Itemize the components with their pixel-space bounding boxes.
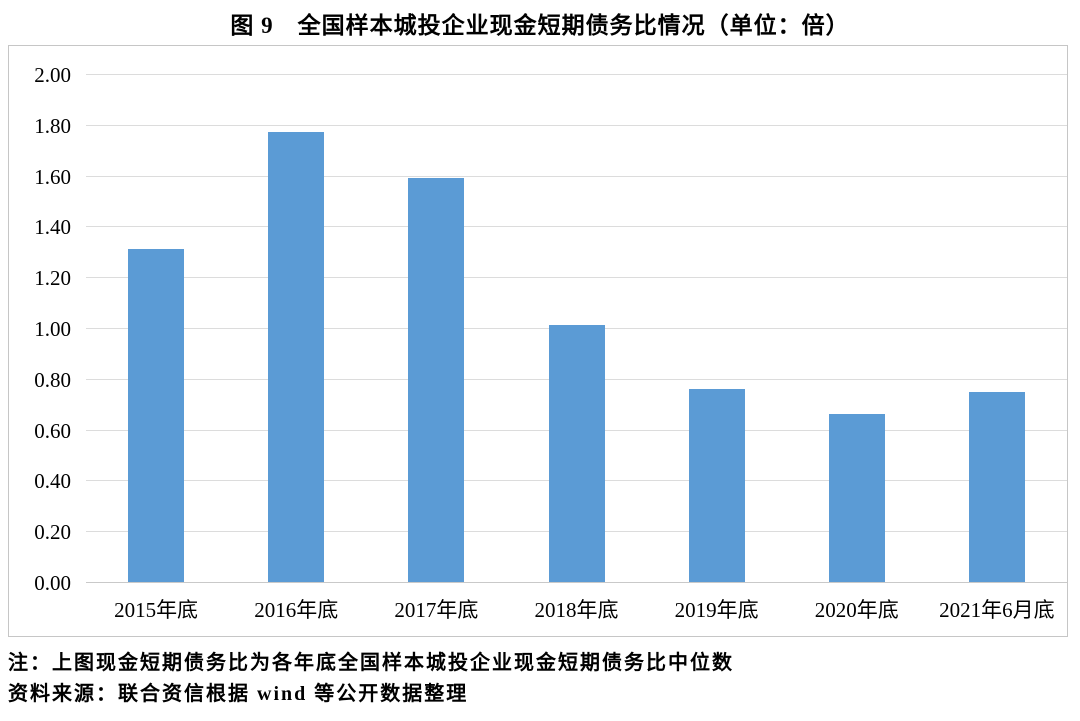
y-tick-label: 1.00 xyxy=(34,317,71,341)
note-text: 注：上图现金短期债务比为各年底全国样本城投企业现金短期债务比中位数 xyxy=(8,652,734,674)
y-tick-label: 0.60 xyxy=(34,418,71,443)
x-tick-label: 2016年底 xyxy=(254,598,339,622)
x-tick-label: 2021年6月底 xyxy=(939,598,1055,622)
x-tick-label: 2015年底 xyxy=(114,598,199,622)
y-tick-label: 0.80 xyxy=(34,367,71,392)
gridline xyxy=(86,175,1067,177)
x-tick-label: 2018年底 xyxy=(534,598,619,622)
y-tick-label: 1.80 xyxy=(34,113,71,138)
gridline xyxy=(86,124,1067,126)
bar xyxy=(408,178,465,582)
y-tick-label: 0.20 xyxy=(34,520,71,545)
y-tick-label: 1.40 xyxy=(34,215,71,240)
y-tick-label: 1.60 xyxy=(34,164,71,189)
y-tick-label: 2.00 xyxy=(34,63,71,87)
bar xyxy=(688,388,745,582)
chart-title: 图 9 全国样本城投企业现金短期债务比情况（单位：倍） xyxy=(230,13,850,38)
chart-frame: 0.00 0.20 0.40 0.60 0.80 1.00 1.20 1.40 1.60 1.80… xyxy=(8,45,1068,637)
plot-area xyxy=(86,74,1067,583)
gridline xyxy=(86,226,1067,228)
bar xyxy=(548,325,605,582)
y-tick-label: 0.00 xyxy=(34,571,71,595)
source-text: 资料来源：联合资信根据 wind 等公开数据整理 xyxy=(8,683,469,705)
y-tick-label: 1.20 xyxy=(34,266,71,291)
bar xyxy=(968,391,1025,582)
bar xyxy=(128,249,185,582)
bar xyxy=(268,132,325,582)
x-tick-label: 2019年底 xyxy=(674,598,759,622)
chart-notes: 注：上图现金短期债务比为各年底全国样本城投企业现金短期债务比中位数 资料来源：联… xyxy=(8,648,734,710)
gridline xyxy=(86,277,1067,279)
y-tick-label: 0.40 xyxy=(34,469,71,494)
x-tick-label: 2020年底 xyxy=(814,598,899,622)
x-tick-label: 2017年底 xyxy=(394,598,479,622)
bar xyxy=(828,414,885,582)
gridline xyxy=(86,74,1067,75)
